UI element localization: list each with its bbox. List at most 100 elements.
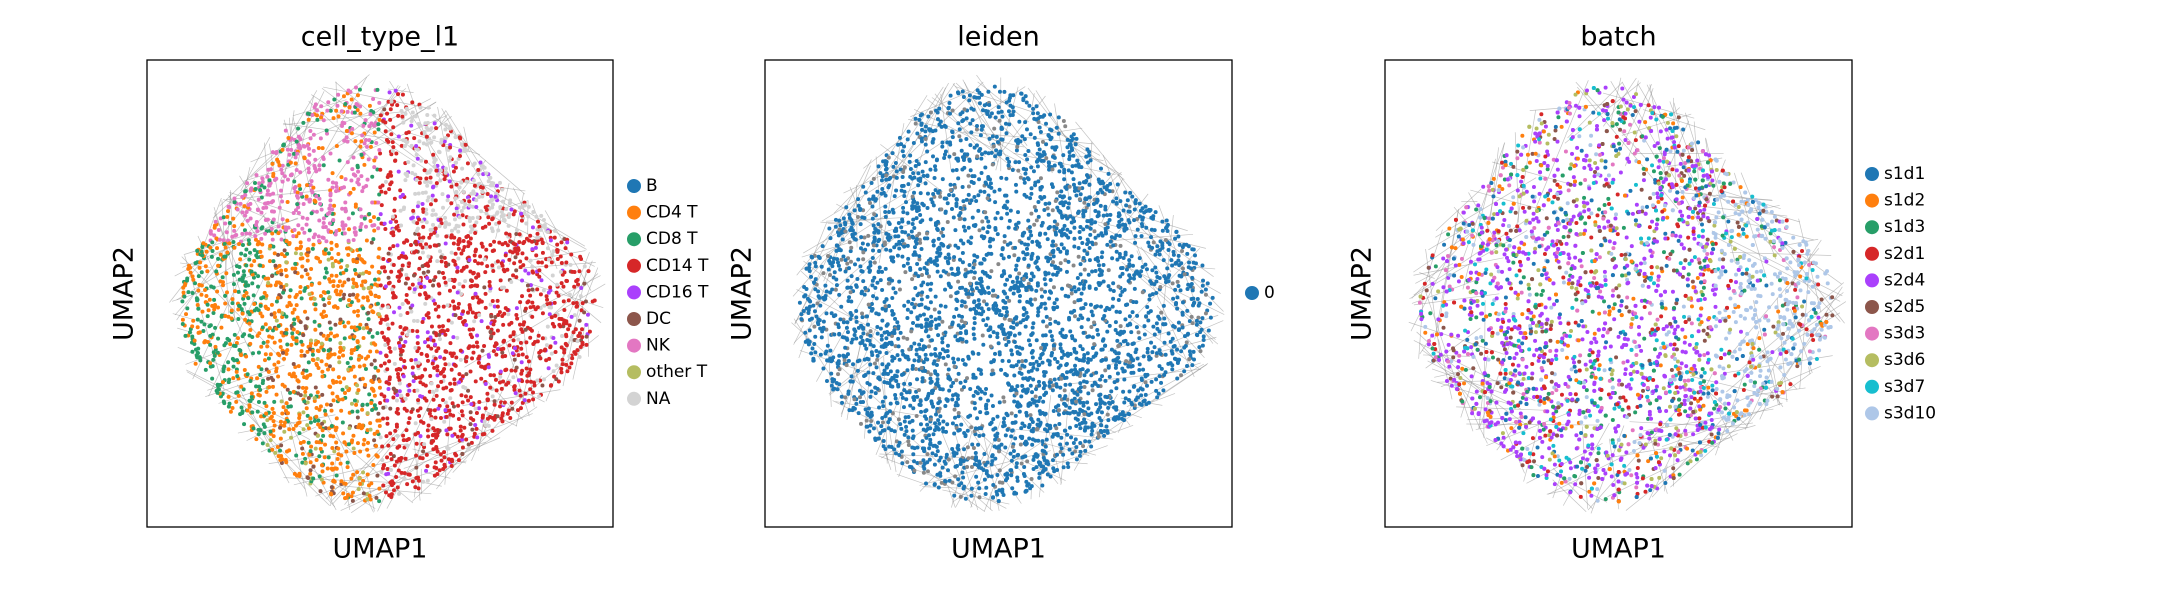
cell-point [375,454,380,459]
cell-point [466,442,471,447]
cell-point [256,274,261,279]
cell-point [868,342,873,347]
cell-point [1008,274,1013,279]
cell-point [355,313,360,318]
cell-point [1065,432,1070,437]
cell-point [564,260,569,265]
cell-point [202,322,207,327]
cell-point [388,349,393,354]
cell-point [338,321,343,326]
cell-point [299,251,304,256]
cell-point [1142,332,1147,337]
cell-point [976,193,981,198]
cell-point [361,470,366,475]
cell-point [181,285,186,290]
cell-point [432,164,437,169]
cell-point [195,317,200,322]
cell-point [498,404,503,409]
cell-point [242,293,247,298]
cell-point [304,222,309,227]
cell-point [528,293,533,298]
cell-point [414,465,419,470]
cell-point [346,227,351,232]
cell-point [414,152,419,157]
cell-point [525,283,530,288]
cell-point [351,238,356,243]
cell-point [279,167,284,172]
cell-point [353,268,358,273]
cell-point [366,453,371,458]
cell-point [332,334,337,339]
cell-point [433,157,438,162]
cell-point [582,281,587,286]
cell-point [423,159,428,164]
cell-point [287,300,292,305]
cell-point [222,364,227,369]
cell-point [1184,340,1189,345]
cell-point [247,312,252,317]
cell-point [526,288,531,293]
cell-point [248,341,253,346]
cell-point [317,440,322,445]
cell-point [374,444,379,449]
cell-point [1107,323,1112,328]
cell-point [406,160,411,165]
cell-point [1170,367,1175,372]
cell-point [884,247,889,252]
cell-point [303,324,308,329]
cell-point [880,287,885,292]
cell-point [213,344,218,349]
cell-point [355,108,360,113]
cell-point [414,475,419,480]
cell-point [425,275,430,280]
cell-point [430,185,435,190]
cell-point [906,256,911,261]
cell-point [402,445,407,450]
cell-point [1044,437,1049,442]
cell-point [288,160,293,165]
cell-point [549,260,554,265]
cell-point [470,295,475,300]
cell-point [365,497,370,502]
cell-point [448,145,453,150]
cell-point [383,190,388,195]
cell-point [452,306,457,311]
cell-point [372,165,377,170]
cell-point [459,409,464,414]
cell-point [880,399,885,404]
graph-edge [331,428,400,501]
cell-point [483,423,488,428]
cell-point [433,356,438,361]
cell-point [330,391,335,396]
cell-point [370,408,375,413]
cell-point [390,148,395,153]
cell-point [848,249,853,254]
cell-point [467,203,472,208]
cell-point [870,216,875,221]
cell-point [468,332,473,337]
cell-point [833,313,838,318]
cell-point [401,120,406,125]
cell-point [276,351,281,356]
cell-point [284,228,289,233]
cell-point [392,196,397,201]
cell-point [558,254,563,259]
cell-point [270,161,275,166]
cell-point [479,209,484,214]
cell-point [303,393,308,398]
cell-point [495,259,500,264]
cell-point [480,164,485,169]
cell-point [257,384,262,389]
cell-point [300,264,305,269]
cell-point [414,178,419,183]
cell-point [315,390,320,395]
cell-point [482,343,487,348]
cell-point [807,262,812,267]
cell-point [365,325,370,330]
cell-point [378,401,383,406]
cell-point [585,312,590,317]
cell-point [397,228,402,233]
cell-point [387,187,392,192]
cell-point [336,114,341,119]
cell-point [459,200,464,205]
